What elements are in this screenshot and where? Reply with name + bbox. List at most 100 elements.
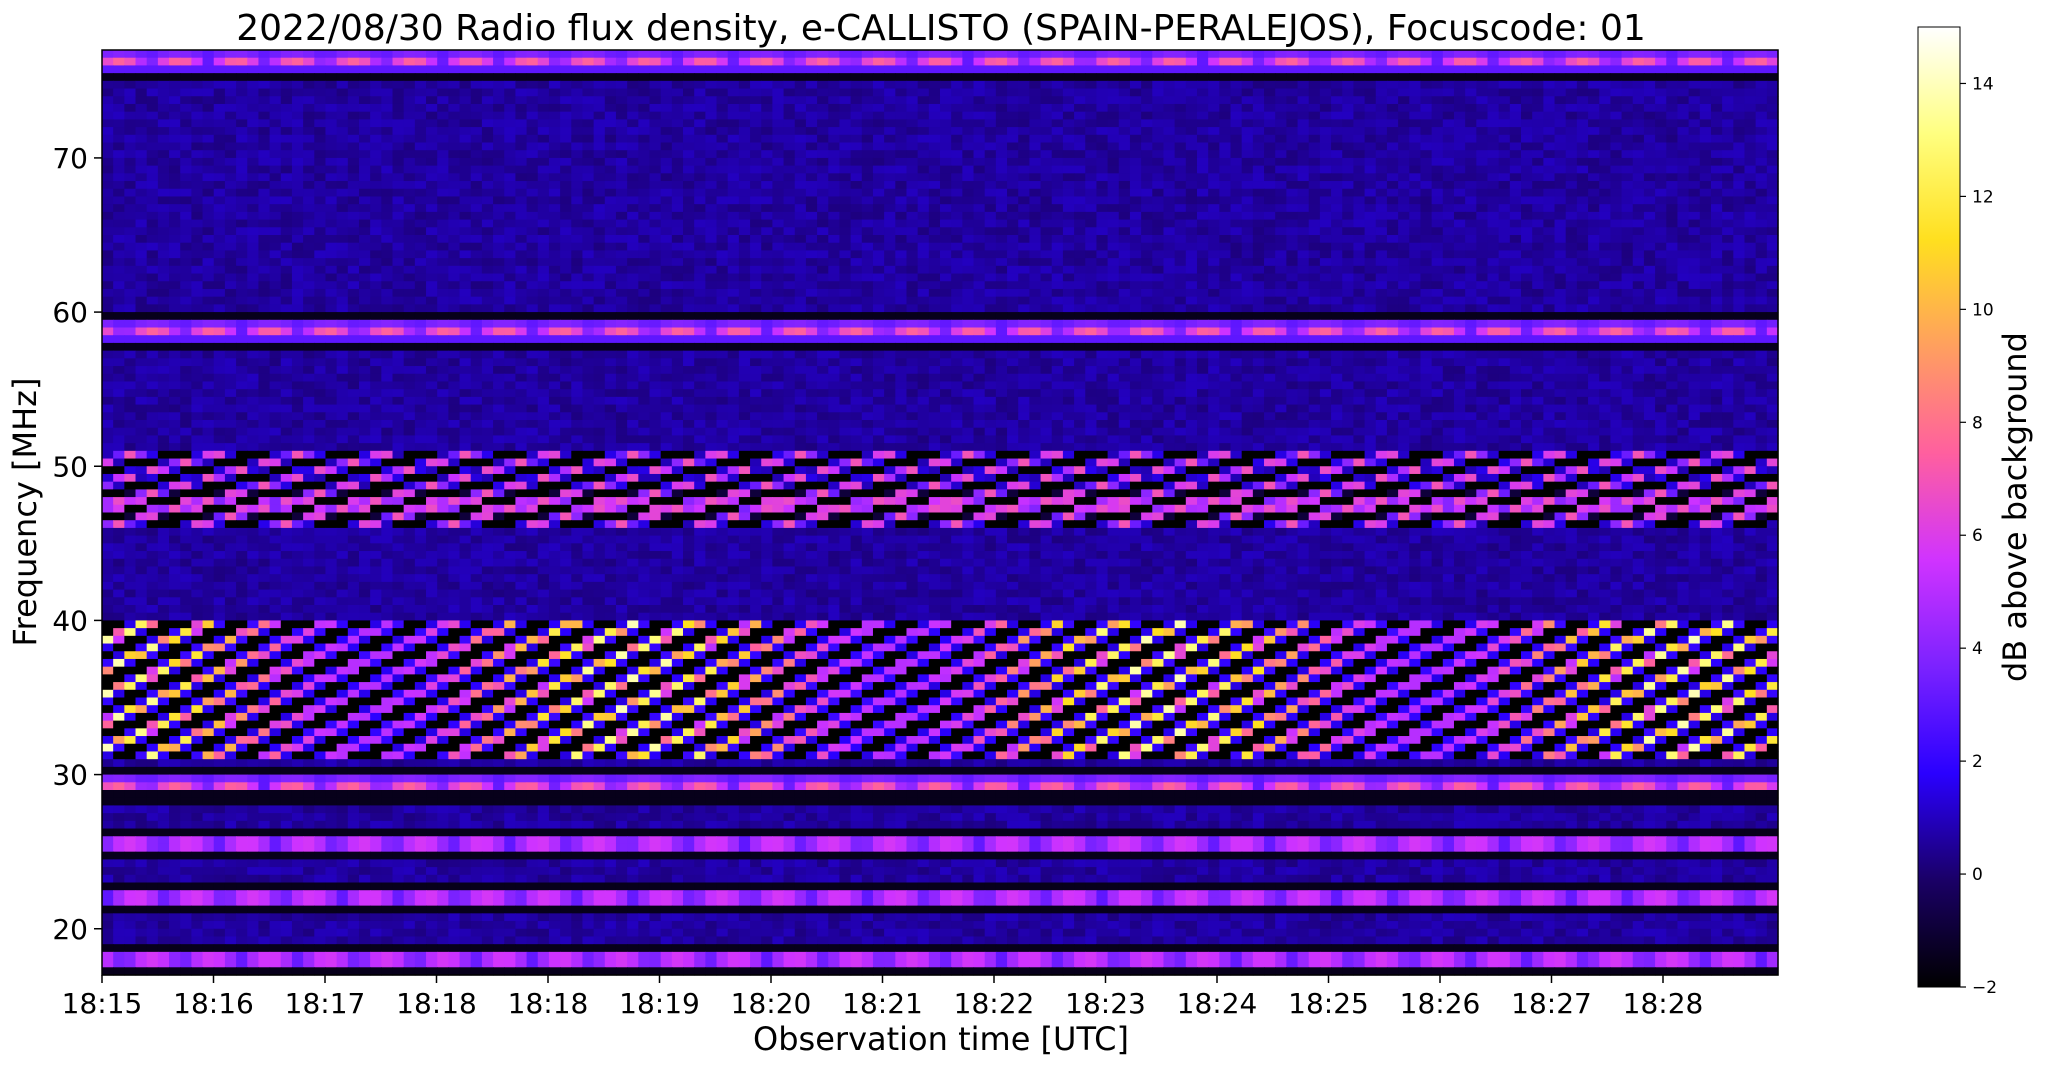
heatmap-cell [493,204,505,213]
heatmap-cell [537,173,550,182]
heatmap-cell [169,50,181,59]
heatmap-cell [727,103,740,113]
heatmap-cell [236,265,248,275]
heatmap-cell [1409,235,1422,244]
heatmap-cell [750,80,762,90]
heatmap-cell [772,173,785,182]
heatmap-cell [258,134,271,144]
heatmap-cell [1543,88,1556,97]
heatmap-cell [1230,111,1243,120]
heatmap-cell [169,227,181,236]
heatmap-cell [884,127,896,136]
heatmap-cell [1230,196,1243,205]
heatmap-cell [236,142,248,151]
heatmap-cell [1342,242,1355,252]
heatmap-cell [1018,227,1030,236]
heatmap-cell [1543,96,1556,105]
heatmap-cell [1666,157,1679,167]
heatmap-cell [258,227,271,236]
heatmap-cell [828,227,841,236]
heatmap-cell [1185,142,1198,151]
heatmap-cell [113,103,125,113]
heatmap-cell [1476,96,1489,105]
heatmap-cell [694,235,706,244]
heatmap-cell [224,127,237,136]
heatmap-cell [470,157,483,167]
heatmap-cell [1141,219,1153,228]
heatmap-cell [347,119,360,128]
heatmap-cell [146,57,159,67]
heatmap-cell [1442,50,1455,59]
heatmap-cell [258,73,271,82]
heatmap-cell [615,296,628,305]
heatmap-cell [705,242,718,252]
heatmap-cell [705,165,718,174]
heatmap-cell [1621,265,1634,275]
heatmap-cell [102,235,114,244]
heatmap-cell [1599,157,1611,167]
heatmap-cell [1677,273,1690,282]
heatmap-cell [1588,80,1600,90]
heatmap-cell [1442,265,1455,275]
heatmap-cell [1096,157,1109,167]
heatmap-cell [1420,134,1433,144]
heatmap-cell [1319,165,1332,174]
heatmap-cell [1677,296,1690,305]
heatmap-cell [1174,127,1187,136]
heatmap-cell [872,227,885,236]
heatmap-cell [336,103,349,113]
heatmap-cell [1576,50,1589,59]
heatmap-cell [1062,173,1075,182]
heatmap-cell [1141,227,1153,236]
heatmap-cell [202,258,215,267]
heatmap-cell [146,235,159,244]
heatmap-cell [1163,296,1176,305]
heatmap-cell [1353,219,1366,228]
heatmap-cell [247,73,260,82]
heatmap-cell [1710,150,1723,159]
heatmap-cell [895,103,908,113]
heatmap-cell [526,181,539,190]
heatmap-cell [1677,188,1690,198]
heatmap-cell [660,165,673,174]
heatmap-cell [347,181,360,190]
heatmap-cell [504,204,517,213]
heatmap-cell [1610,127,1623,136]
heatmap-cell [1509,111,1522,120]
heatmap-cell [303,258,315,267]
heatmap-cell [1509,188,1522,198]
heatmap-cell [1062,211,1075,221]
heatmap-cell [481,80,494,90]
heatmap-cell [1755,288,1768,298]
heatmap-cell [358,265,371,275]
heatmap-cell [548,73,561,82]
heatmap-cell [1353,265,1366,275]
heatmap-cell [236,165,248,174]
heatmap-cell [1264,296,1276,305]
heatmap-cell [995,165,1008,174]
heatmap-cell [180,211,192,221]
heatmap-cell [247,304,260,313]
heatmap-cell [392,211,405,221]
heatmap-cell [1733,50,1746,59]
heatmap-cell [1096,288,1109,298]
heatmap-cell [358,150,371,159]
heatmap-cell [191,157,204,167]
heatmap-cell [772,88,785,97]
heatmap-cell [805,219,818,228]
heatmap-cell [548,288,561,298]
heatmap-cell [370,242,382,252]
heatmap-cell [1118,88,1131,97]
heatmap-cell [1297,165,1310,174]
heatmap-cell [984,196,997,205]
heatmap-cell [1710,296,1723,305]
heatmap-cell [1453,65,1466,74]
heatmap-cell [1163,73,1176,82]
heatmap-cell [1453,219,1466,228]
heatmap-cell [1163,250,1176,259]
heatmap-cell [258,188,271,198]
heatmap-cell [850,242,863,252]
heatmap-cell [202,150,215,159]
heatmap-cell [1565,65,1578,74]
heatmap-cell [370,119,382,128]
